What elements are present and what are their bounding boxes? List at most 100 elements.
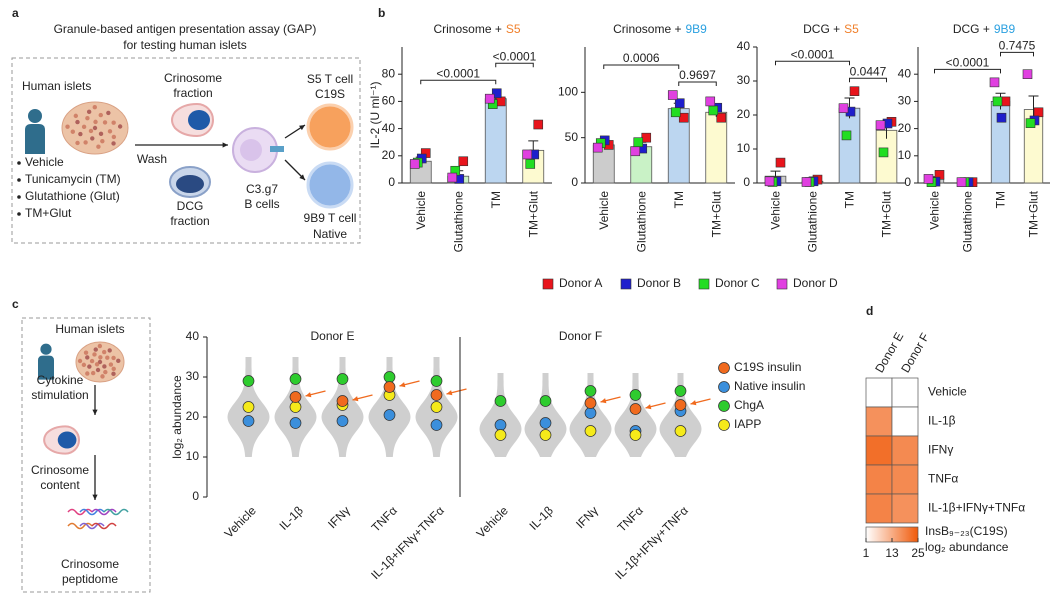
- legend-label: Donor B: [637, 276, 681, 290]
- islet-cell: [96, 144, 101, 149]
- peptide-point: [383, 381, 396, 393]
- islet-cell: [92, 125, 98, 131]
- y-tick-label: 20: [186, 409, 200, 423]
- donor-point: [1033, 107, 1044, 118]
- diagram-title: Granule-based antigen presentation assay…: [54, 22, 317, 36]
- diagram-label: peptidome: [62, 572, 118, 586]
- peptide-point: [674, 385, 687, 397]
- legend-label: Donor C: [715, 276, 760, 290]
- diagram-label: S5 T cell: [307, 72, 353, 86]
- heatmap-cell: [865, 493, 893, 524]
- title-accent: S5: [844, 22, 859, 36]
- peptide-point: [629, 403, 642, 415]
- heatmap-cell: [891, 493, 919, 524]
- diagram-label: fraction: [170, 214, 209, 228]
- t-cell-icon: [306, 103, 354, 151]
- x-tick-label: Vehicle: [222, 503, 259, 540]
- peptide-point: [336, 373, 349, 385]
- peptide-icon: [79, 508, 105, 516]
- islet-cell: [111, 120, 116, 125]
- heatmap-cell: [891, 406, 919, 437]
- donor-point: [409, 159, 420, 169]
- donor-point: [923, 174, 934, 184]
- islet-cell: [98, 355, 103, 360]
- donor-point: [491, 88, 502, 99]
- p-value-label: <0.0001: [493, 49, 537, 63]
- x-tick-label: Vehicle: [597, 191, 611, 230]
- title-accent: S5: [506, 22, 521, 36]
- peptide-point: [539, 395, 552, 407]
- peptide-icon: [67, 522, 93, 530]
- diagram-label: Native: [313, 227, 347, 241]
- y-tick-label: 0: [388, 175, 395, 189]
- y-tick-label: 0: [743, 175, 750, 189]
- donor-point: [667, 90, 678, 100]
- peptide-point: [242, 375, 255, 387]
- row-label: IL-1β+IFNγ+TNFα: [928, 501, 1025, 515]
- legend-label: Donor D: [793, 276, 838, 290]
- islet-cell: [111, 366, 116, 372]
- donor-point: [484, 93, 495, 104]
- y-tick-label: 0: [904, 175, 911, 189]
- significance-bracket: [934, 68, 1001, 74]
- islet-cell: [107, 129, 113, 134]
- donor-point: [674, 98, 685, 109]
- peptide-point: [629, 429, 642, 441]
- peptide-point: [539, 429, 552, 441]
- crinosome-core: [188, 110, 210, 130]
- legend-swatch: [718, 362, 730, 374]
- islet-cell: [90, 370, 96, 376]
- y-tick-label: 20: [898, 121, 912, 135]
- arrow-head: [92, 494, 98, 500]
- donor-point: [1025, 118, 1036, 128]
- islet-cell: [98, 131, 104, 137]
- islet-cell: [108, 362, 114, 367]
- x-tick-label: Glutathione: [451, 191, 465, 253]
- islet-cell: [105, 355, 110, 360]
- y-tick-label: 40: [186, 329, 200, 343]
- donor-point: [458, 156, 469, 167]
- chart-title: Donor F: [559, 329, 602, 343]
- donor-point: [801, 177, 812, 187]
- diagram-label: C19S: [315, 87, 345, 101]
- donor-point: [705, 96, 716, 107]
- peptide-distribution: [524, 373, 567, 457]
- diagram-label: 9B9 T cell: [304, 211, 357, 225]
- diagram-label: content: [40, 478, 80, 492]
- x-tick-label: TM: [843, 191, 857, 208]
- x-tick-label: TM+Glut: [526, 190, 540, 237]
- donor-point: [956, 177, 967, 187]
- peptide-point: [430, 401, 443, 413]
- title-text: DCG +: [803, 22, 840, 36]
- peptide-point: [430, 419, 443, 431]
- heatmap-cell: [865, 377, 893, 408]
- x-tick-label: TM: [994, 191, 1008, 208]
- person-icon: [25, 124, 45, 154]
- chart-title: DCG + 9B9: [953, 22, 1016, 36]
- peptide-distribution: [479, 373, 522, 457]
- legend-swatch: [776, 278, 788, 290]
- islet-cell: [85, 371, 90, 376]
- x-tick-label: IL-1β: [276, 503, 305, 532]
- donor-point: [495, 96, 506, 107]
- peptide-point: [584, 385, 597, 397]
- islet-cell: [97, 343, 103, 349]
- diagram-label: Crinosome: [164, 71, 222, 85]
- islet-cell: [70, 129, 76, 134]
- islet-cell: [102, 364, 107, 369]
- dashed-box: [11, 57, 361, 244]
- significance-bracket: [849, 77, 887, 83]
- pointer-arrow-head: [645, 404, 652, 410]
- significance-bracket: [1000, 51, 1034, 57]
- b-cell-core: [240, 139, 262, 161]
- title-accent: 9B9: [686, 22, 708, 36]
- pointer-arrow-head: [352, 396, 359, 402]
- donor-point: [716, 112, 727, 123]
- chart-title: DCG + S5: [803, 22, 859, 36]
- colorbar-label: log₂ abundance: [925, 540, 1009, 554]
- legend-label: Donor A: [559, 276, 602, 290]
- person-icon: [28, 109, 42, 123]
- peptide-point: [336, 395, 349, 407]
- bullet: [17, 212, 21, 216]
